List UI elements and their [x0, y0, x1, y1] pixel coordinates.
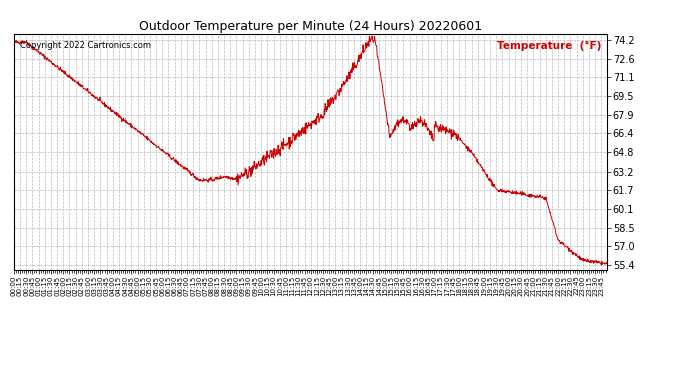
Title: Outdoor Temperature per Minute (24 Hours) 20220601: Outdoor Temperature per Minute (24 Hours… — [139, 20, 482, 33]
Text: Temperature  (°F): Temperature (°F) — [497, 41, 601, 51]
Text: Copyright 2022 Cartronics.com: Copyright 2022 Cartronics.com — [20, 41, 150, 50]
